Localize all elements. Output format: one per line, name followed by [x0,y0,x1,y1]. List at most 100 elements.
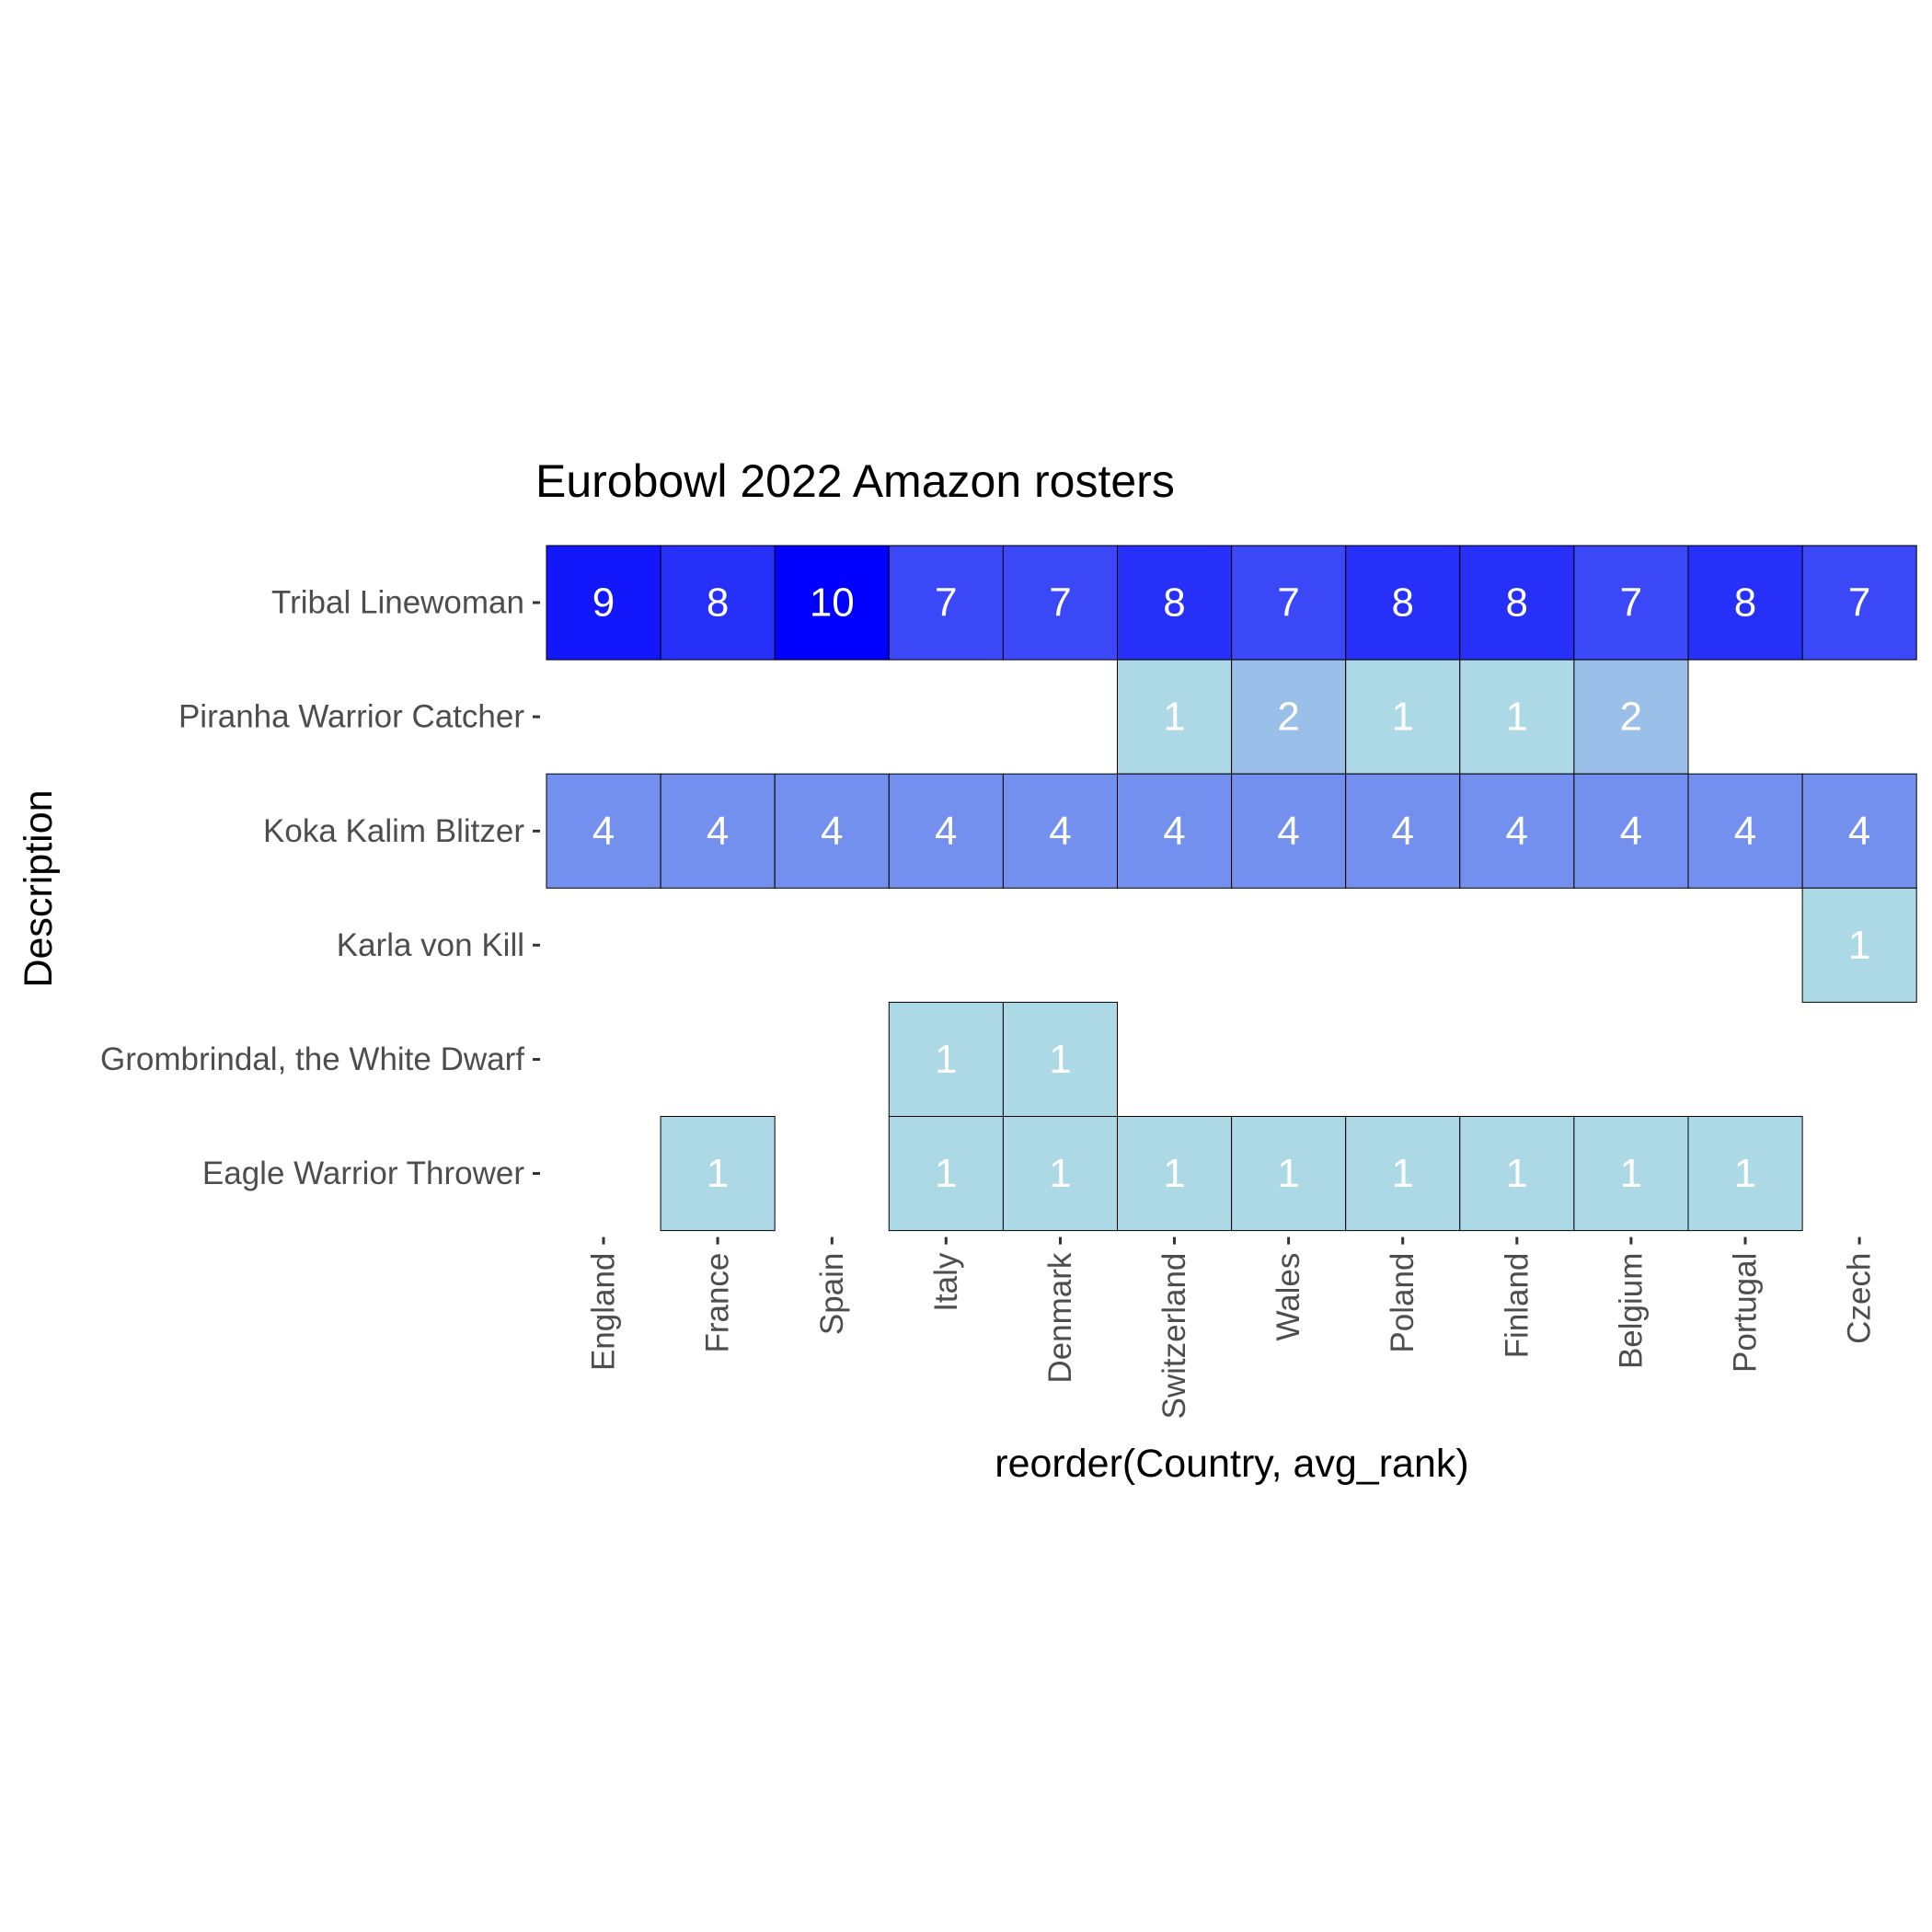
cell-value-label: 1 [1506,695,1528,740]
cell-value-label: 7 [1049,581,1071,626]
heatmap-cell-france-koka-kalim-blitzer [660,773,776,889]
cell-value-label: 2 [1277,695,1299,740]
heatmap-cell-poland-piranha-warrior-catcher [1345,659,1461,775]
cell-value-label: 7 [1848,581,1870,626]
cell-value-label: 1 [1848,923,1870,968]
heatmap-cell-france-eagle-warrior-thrower [660,1116,776,1232]
y-tick-label: Piranha Warrior Catcher [178,699,524,735]
heatmap-cell-switzerland-koka-kalim-blitzer [1117,773,1233,889]
heatmap-cell-wales-eagle-warrior-thrower [1231,1116,1347,1232]
heatmap-cell-poland-tribal-linewoman [1345,545,1461,661]
heatmap-cell-portugal-eagle-warrior-thrower [1687,1116,1803,1232]
cell-value-label: 1 [1734,1151,1756,1196]
x-tick-label: Wales [1271,1253,1306,1341]
x-axis: England France Spain Italy Denmark Switzerlan… [586,1236,1878,1420]
x-tick-label: Finland [1499,1253,1535,1359]
heatmap-cell-denmark-eagle-warrior-thrower [1002,1116,1119,1232]
y-tick-label: Tribal Linewoman [271,585,524,621]
heatmap-cell-belgium-tribal-linewoman [1573,545,1689,661]
cell-value-label: 1 [1277,1151,1299,1196]
cell-value-label: 4 [1848,809,1870,854]
heatmap-cell-czech-koka-kalim-blitzer [1801,773,1917,889]
heatmap-cell-england-koka-kalim-blitzer [546,773,661,889]
cell-value-label: 4 [1391,809,1413,854]
heatmap-cell-finland-piranha-warrior-catcher [1459,659,1575,775]
cell-value-labels: 9 8 10 7 7 8 7 8 8 7 8 7 1 2 1 1 2 4 4 4 4 4 4 4 4 4 4 4 4 1 1 1 1 1 1 1 1 1 1… [592,581,1871,1197]
cell-value-label: 4 [1506,809,1528,854]
cell-value-label: 2 [1620,695,1642,740]
cell-value-label: 4 [1277,809,1299,854]
cell-value-label: 1 [1049,1037,1071,1082]
heatmap-cell-finland-eagle-warrior-thrower [1459,1116,1575,1232]
y-axis-title: Description [17,789,61,987]
heatmap-cell-england-tribal-linewoman [546,545,661,661]
y-tick-label: Eagle Warrior Thrower [202,1156,524,1191]
heatmap-cell-spain-tribal-linewoman [774,545,890,661]
cell-value-label: 4 [1049,809,1071,854]
y-tick-label: Karla von Kill [337,927,524,963]
heatmap-cell-wales-piranha-warrior-catcher [1231,659,1347,775]
cell-value-label: 4 [821,809,843,854]
x-tick-label: Denmark [1042,1252,1078,1383]
cell-value-label: 1 [1620,1151,1642,1196]
cell-value-label: 1 [1391,695,1413,740]
cell-value-label: 1 [935,1037,957,1082]
chart-title: Eurobowl 2022 Amazon rosters [535,455,1175,507]
cell-value-label: 7 [935,581,957,626]
heatmap-cell-poland-eagle-warrior-thrower [1345,1116,1461,1232]
x-tick-label: England [586,1253,622,1371]
heatmap-cell-france-tribal-linewoman [660,545,776,661]
cell-value-label: 1 [1049,1151,1071,1196]
heatmap-cell-italy-tribal-linewoman [888,545,1004,661]
cell-value-label: 1 [1506,1151,1528,1196]
cell-value-label: 8 [707,581,729,626]
x-tick-label: Switzerland [1156,1253,1192,1420]
x-tick-label: Poland [1385,1253,1420,1353]
x-tick-label: France [700,1253,736,1353]
cell-value-label: 10 [810,581,855,626]
cell-value-label: 1 [1163,1151,1185,1196]
heatmap-cell-italy-grombrindal-the-white-dwarf [888,1001,1004,1118]
cell-value-label: 1 [1163,695,1185,740]
heatmap-cell-denmark-koka-kalim-blitzer [1002,773,1119,889]
heatmap-cell-switzerland-tribal-linewoman [1117,545,1233,661]
cell-value-label: 4 [592,809,615,854]
x-tick-label: Portugal [1728,1253,1764,1373]
cell-value-label: 8 [1506,581,1528,626]
heatmap-cell-belgium-koka-kalim-blitzer [1573,773,1689,889]
heatmap-cell-denmark-tribal-linewoman [1002,545,1119,661]
cell-value-label: 1 [935,1151,957,1196]
heatmap-cell-belgium-piranha-warrior-catcher [1573,659,1689,775]
cell-value-label: 1 [1391,1151,1413,1196]
y-tick-label: Grombrindal, the White Dwarf [100,1041,524,1077]
y-axis: Eagle Warrior Thrower Grombrindal, the Wh… [100,585,540,1191]
heatmap-cell-czech-karla-von-kill [1801,887,1917,1003]
heatmap-cell-portugal-koka-kalim-blitzer [1687,773,1803,889]
heatmap-cell-spain-koka-kalim-blitzer [774,773,890,889]
heatmap-cell-switzerland-eagle-warrior-thrower [1117,1116,1233,1232]
x-tick-label: Czech [1842,1253,1878,1344]
x-tick-label: Belgium [1613,1253,1649,1369]
cell-value-label: 4 [1163,809,1185,854]
heatmap-cell-poland-koka-kalim-blitzer [1345,773,1461,889]
cell-value-label: 9 [592,581,615,626]
cell-value-label: 1 [707,1151,729,1196]
cell-value-label: 4 [935,809,957,854]
y-tick-label: Koka Kalim Blitzer [263,813,524,849]
cell-value-label: 4 [1620,809,1642,854]
heatmap-cell-switzerland-piranha-warrior-catcher [1117,659,1233,775]
x-tick-label: Italy [928,1252,964,1312]
heatmap-cell-belgium-eagle-warrior-thrower [1573,1116,1689,1232]
x-tick-label: Spain [814,1253,850,1336]
cell-value-label: 4 [707,809,729,854]
cell-value-label: 8 [1734,581,1756,626]
heatmap-cell-italy-eagle-warrior-thrower [888,1116,1004,1232]
heatmap-cells [546,545,1917,1232]
cell-value-label: 7 [1620,581,1642,626]
cell-value-label: 7 [1277,581,1299,626]
cell-value-label: 4 [1734,809,1756,854]
heatmap-cell-italy-koka-kalim-blitzer [888,773,1004,889]
heatmap-cell-czech-tribal-linewoman [1801,545,1917,661]
cell-value-label: 8 [1163,581,1185,626]
